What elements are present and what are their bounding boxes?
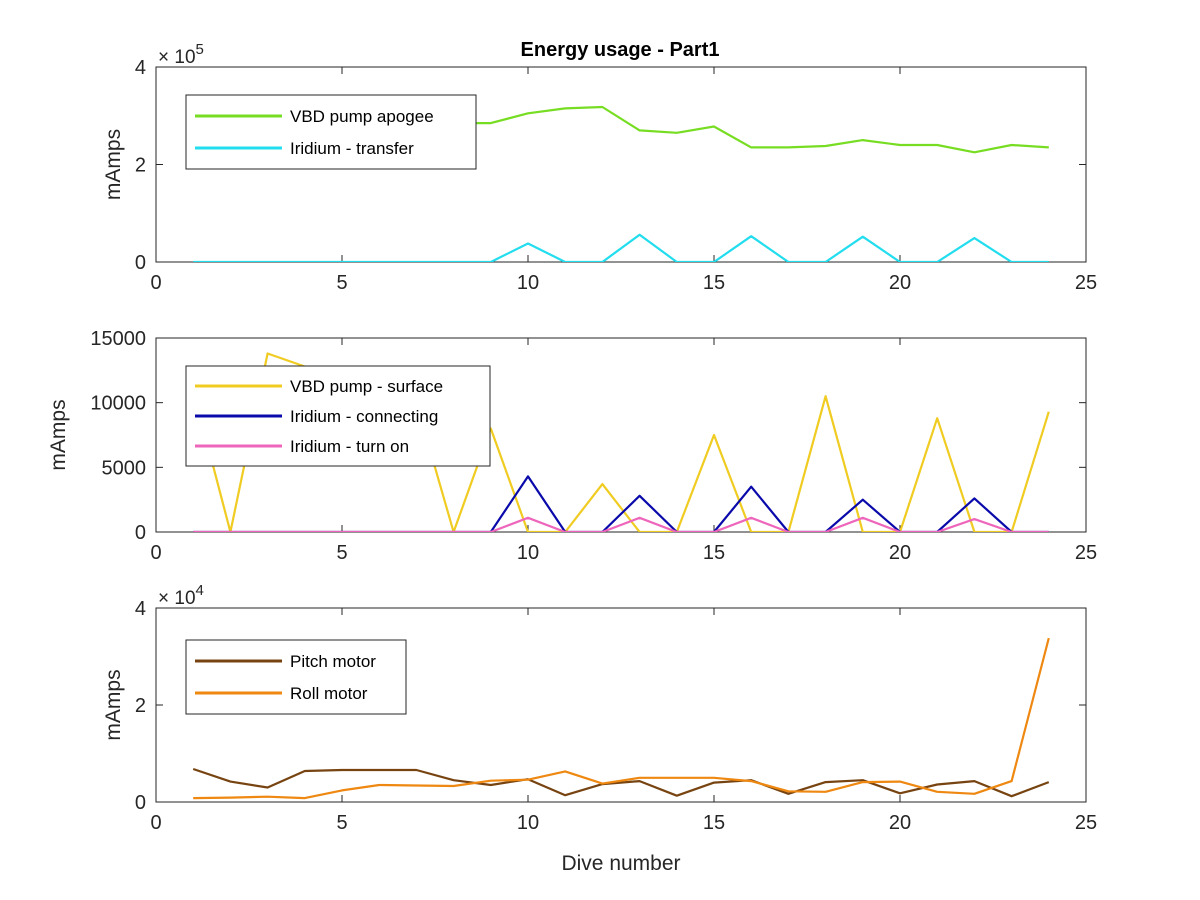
x-tick-label: 0 bbox=[150, 542, 161, 564]
series-line-roll-motor bbox=[193, 637, 1050, 800]
legend-entry: Roll motor bbox=[290, 684, 368, 703]
legend-box bbox=[185, 639, 407, 715]
x-tick-label: 10 bbox=[517, 272, 539, 294]
x-tick-label: 0 bbox=[150, 812, 161, 834]
y-tick-label: 10000 bbox=[90, 393, 146, 415]
x-tick-label: 0 bbox=[150, 272, 161, 294]
y-tick-label: 15000 bbox=[90, 328, 146, 350]
legend-entry: Iridium - transfer bbox=[290, 139, 414, 158]
subplot-2: 0 5 10 15 20 25 0 5000 10000 15000 mAmps VBD pump -… bbox=[47, 328, 1097, 564]
series-line-iridium-connecting bbox=[193, 475, 1049, 532]
legend-entry: Iridium - connecting bbox=[290, 407, 438, 426]
y-tick-label: 0 bbox=[135, 252, 146, 274]
x-tick-label: 25 bbox=[1075, 542, 1097, 564]
legend-box bbox=[185, 94, 477, 170]
x-tick-label: 15 bbox=[703, 812, 725, 834]
x-tick-label: 25 bbox=[1075, 272, 1097, 294]
x-tick-label: 10 bbox=[517, 812, 539, 834]
x-tick-label: 5 bbox=[336, 812, 347, 834]
series-group bbox=[193, 105, 1049, 262]
series-line-iridium-turn-on bbox=[193, 516, 1049, 532]
y-tick-label: 0 bbox=[135, 522, 146, 544]
x-tick-label: 10 bbox=[517, 542, 539, 564]
y-tick-label: 2 bbox=[135, 695, 146, 717]
legend: Pitch motor Roll motor bbox=[185, 639, 407, 715]
subplot-1: 0 5 10 15 20 25 0 2 4 × 105 mAmps VBD pump apogee Ir… bbox=[102, 41, 1097, 294]
legend: VBD pump - surface Iridium - connecting Ir… bbox=[185, 365, 491, 467]
legend-entry: VBD pump apogee bbox=[290, 107, 434, 126]
x-tick-label: 20 bbox=[889, 812, 911, 834]
legend-entry: Pitch motor bbox=[290, 652, 376, 671]
y-tick-label: 0 bbox=[135, 792, 146, 814]
x-tick-label: 15 bbox=[703, 272, 725, 294]
y-exponent-label: × 104 bbox=[158, 582, 204, 609]
y-tick-label: 2 bbox=[135, 155, 146, 177]
legend: VBD pump apogee Iridium - transfer bbox=[185, 94, 477, 170]
y-tick-label: 4 bbox=[135, 598, 146, 620]
subplot-3: 0 5 10 15 20 25 0 2 4 × 104 mAmps Dive number Pitch … bbox=[102, 582, 1097, 875]
y-tick-label: 5000 bbox=[102, 457, 147, 479]
x-tick-label: 20 bbox=[889, 542, 911, 564]
y-exponent-label: × 105 bbox=[158, 41, 204, 68]
x-tick-label: 5 bbox=[336, 542, 347, 564]
y-tick-label: 4 bbox=[135, 57, 146, 79]
x-tick-label: 15 bbox=[703, 542, 725, 564]
series-line-iridium-transfer bbox=[193, 233, 1049, 262]
x-tick-label: 20 bbox=[889, 272, 911, 294]
legend-entry: VBD pump - surface bbox=[290, 377, 443, 396]
y-axis-label: mAmps bbox=[102, 669, 125, 740]
legend-entry: Iridium - turn on bbox=[290, 437, 409, 456]
y-axis-label: mAmps bbox=[102, 129, 125, 200]
y-axis-label: mAmps bbox=[47, 399, 70, 470]
series-line-pitch-motor bbox=[192, 767, 1050, 798]
series-line-vbd-pump-apogee bbox=[453, 105, 1049, 154]
x-axis-label: Dive number bbox=[561, 852, 680, 875]
x-tick-label: 5 bbox=[336, 272, 347, 294]
series-group bbox=[192, 637, 1050, 800]
figure-title: Energy usage - Part1 bbox=[521, 39, 720, 61]
x-tick-label: 25 bbox=[1075, 812, 1097, 834]
